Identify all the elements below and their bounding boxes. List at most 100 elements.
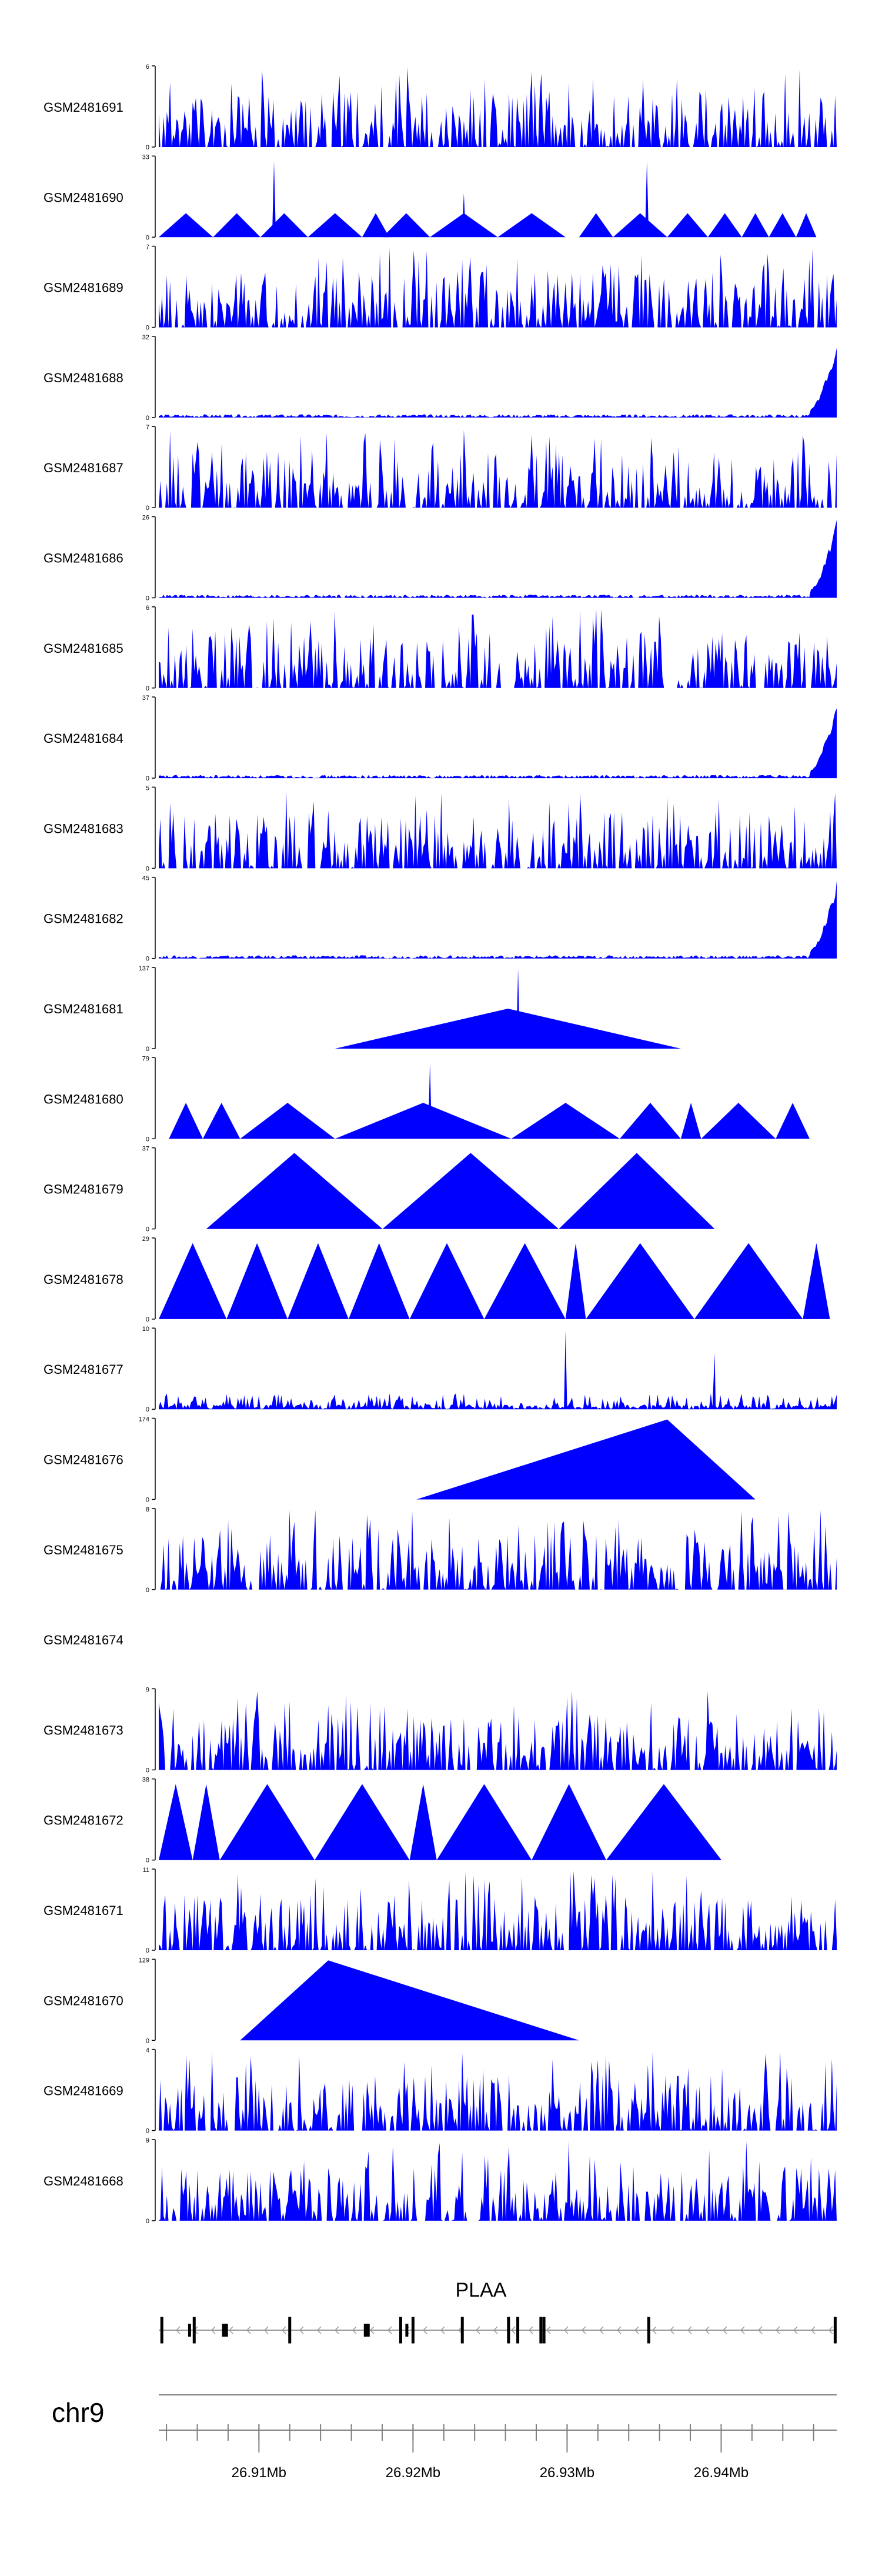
y-min-label: 0 <box>146 1857 149 1864</box>
coverage-peak <box>335 1009 681 1049</box>
track-label: GSM2481674 <box>44 1633 123 1647</box>
coverage-area <box>159 430 837 508</box>
gene-name-label: PLAA <box>456 2279 507 2301</box>
track-GSM2481686: GSM2481686 26 0 <box>44 515 837 602</box>
coverage-spike <box>428 1063 432 1135</box>
track-label: GSM2481684 <box>44 731 123 746</box>
y-max-label: 9 <box>146 1686 149 1693</box>
y-min-label: 0 <box>146 595 149 602</box>
y-max-label: 6 <box>146 605 149 612</box>
track-label: GSM2481681 <box>44 1002 123 1016</box>
track-GSM2481668: GSM2481668 9 0 <box>44 2137 837 2225</box>
gene-exon <box>833 2317 837 2344</box>
coverage-peak <box>796 213 817 238</box>
y-max-label: 38 <box>142 1777 149 1784</box>
strand-arrow <box>669 2326 674 2334</box>
y-min-label: 0 <box>146 1947 149 1954</box>
y-min-label: 0 <box>146 1136 149 1143</box>
strand-arrow <box>228 2326 233 2334</box>
coverage-area <box>159 1509 837 1590</box>
strand-arrow <box>263 2326 269 2334</box>
track-label: GSM2481685 <box>44 641 123 656</box>
y-max-label: 7 <box>146 244 149 251</box>
coverage-peak <box>579 213 613 238</box>
strand-arrow <box>810 2326 816 2334</box>
y-min-label: 0 <box>146 775 149 782</box>
gene-exon <box>411 2317 415 2344</box>
coverage-peak <box>613 213 667 238</box>
strand-arrow <box>281 2326 286 2334</box>
coverage-peak <box>159 1784 193 1860</box>
gene-exon <box>399 2317 402 2344</box>
y-min-label: 0 <box>146 1497 149 1504</box>
coverage-area <box>159 609 837 688</box>
coverage-peak <box>694 1243 803 1319</box>
ruler-tick-label: 26.93Mb <box>540 2465 594 2481</box>
track-GSM2481690: GSM2481690 33 0 <box>44 154 817 241</box>
gene-exon <box>288 2317 292 2344</box>
strand-arrow <box>757 2326 763 2334</box>
track-GSM2481675: GSM2481675 8 0 <box>44 1506 837 1594</box>
coverage-area <box>159 2051 837 2131</box>
coverage-peak <box>159 1243 227 1319</box>
coverage-peak <box>559 1153 715 1229</box>
y-max-label: 6 <box>146 64 149 71</box>
track-GSM2481669: GSM2481669 4 0 <box>44 2047 837 2135</box>
coverage-peak <box>803 1243 830 1319</box>
coverage-peak <box>192 1784 220 1860</box>
track-GSM2481680: GSM2481680 79 0 <box>44 1055 810 1143</box>
coverage-peak <box>416 1419 756 1500</box>
y-max-label: 174 <box>139 1416 149 1423</box>
coverage-peak <box>436 1784 532 1860</box>
coverage-peak <box>667 213 708 238</box>
coverage-area <box>159 520 837 598</box>
coverage-peak <box>707 213 742 238</box>
coverage-area <box>159 880 837 959</box>
track-GSM2481682: GSM2481682 45 0 <box>44 875 837 963</box>
gene-exon <box>647 2317 650 2344</box>
y-min-label: 0 <box>146 2037 149 2044</box>
y-min-label: 0 <box>146 144 149 151</box>
y-min-label: 0 <box>146 2128 149 2135</box>
track-GSM2481689: GSM2481689 7 0 <box>44 244 837 332</box>
strand-arrow <box>211 2326 216 2334</box>
gene-exon <box>507 2317 510 2344</box>
coverage-peak <box>206 1153 383 1229</box>
y-min-label: 0 <box>146 685 149 692</box>
genome-axis: chr9 26.91Mb 26.92Mb 26.93Mb 26.94Mb <box>52 2394 837 2481</box>
track-GSM2481679: GSM2481679 37 0 <box>44 1146 715 1233</box>
y-max-label: 29 <box>142 1236 149 1243</box>
track-label: GSM2481688 <box>44 371 123 385</box>
coverage-peak <box>240 1960 579 2041</box>
ruler-tick-label: 26.94Mb <box>694 2465 749 2481</box>
coverage-peak <box>769 213 796 238</box>
y-max-label: 4 <box>146 2047 149 2054</box>
track-GSM2481684: GSM2481684 37 0 <box>44 695 837 782</box>
track-GSM2481673: GSM2481673 9 0 <box>44 1686 837 1774</box>
coverage-peak <box>362 213 390 238</box>
track-label: GSM2481683 <box>44 821 123 836</box>
strand-arrow <box>440 2326 445 2334</box>
coverage-peak <box>202 1103 240 1139</box>
track-GSM2481677: GSM2481677 10 0 <box>44 1326 837 1413</box>
coverage-peak <box>348 1243 410 1319</box>
coverage-peak <box>409 1784 437 1860</box>
y-max-label: 10 <box>142 1326 149 1333</box>
strand-arrow <box>563 2326 569 2334</box>
y-max-label: 26 <box>142 515 149 522</box>
strand-arrow <box>704 2326 710 2334</box>
strand-arrow <box>652 2326 657 2334</box>
y-min-label: 0 <box>146 415 149 422</box>
track-GSM2481676: GSM2481676 174 0 <box>44 1416 756 1504</box>
track-label: GSM2481676 <box>44 1453 123 1467</box>
coverage-spike <box>645 161 649 233</box>
y-min-label: 0 <box>146 505 149 512</box>
ruler-tick-label: 26.91Mb <box>232 2465 286 2481</box>
y-min-label: 0 <box>146 1406 149 1413</box>
track-label: GSM2481679 <box>44 1182 123 1197</box>
coverage-peak <box>335 1103 512 1139</box>
gene-exon <box>460 2317 464 2344</box>
track-GSM2481683: GSM2481683 5 0 <box>44 785 837 872</box>
y-max-label: 45 <box>142 875 149 882</box>
